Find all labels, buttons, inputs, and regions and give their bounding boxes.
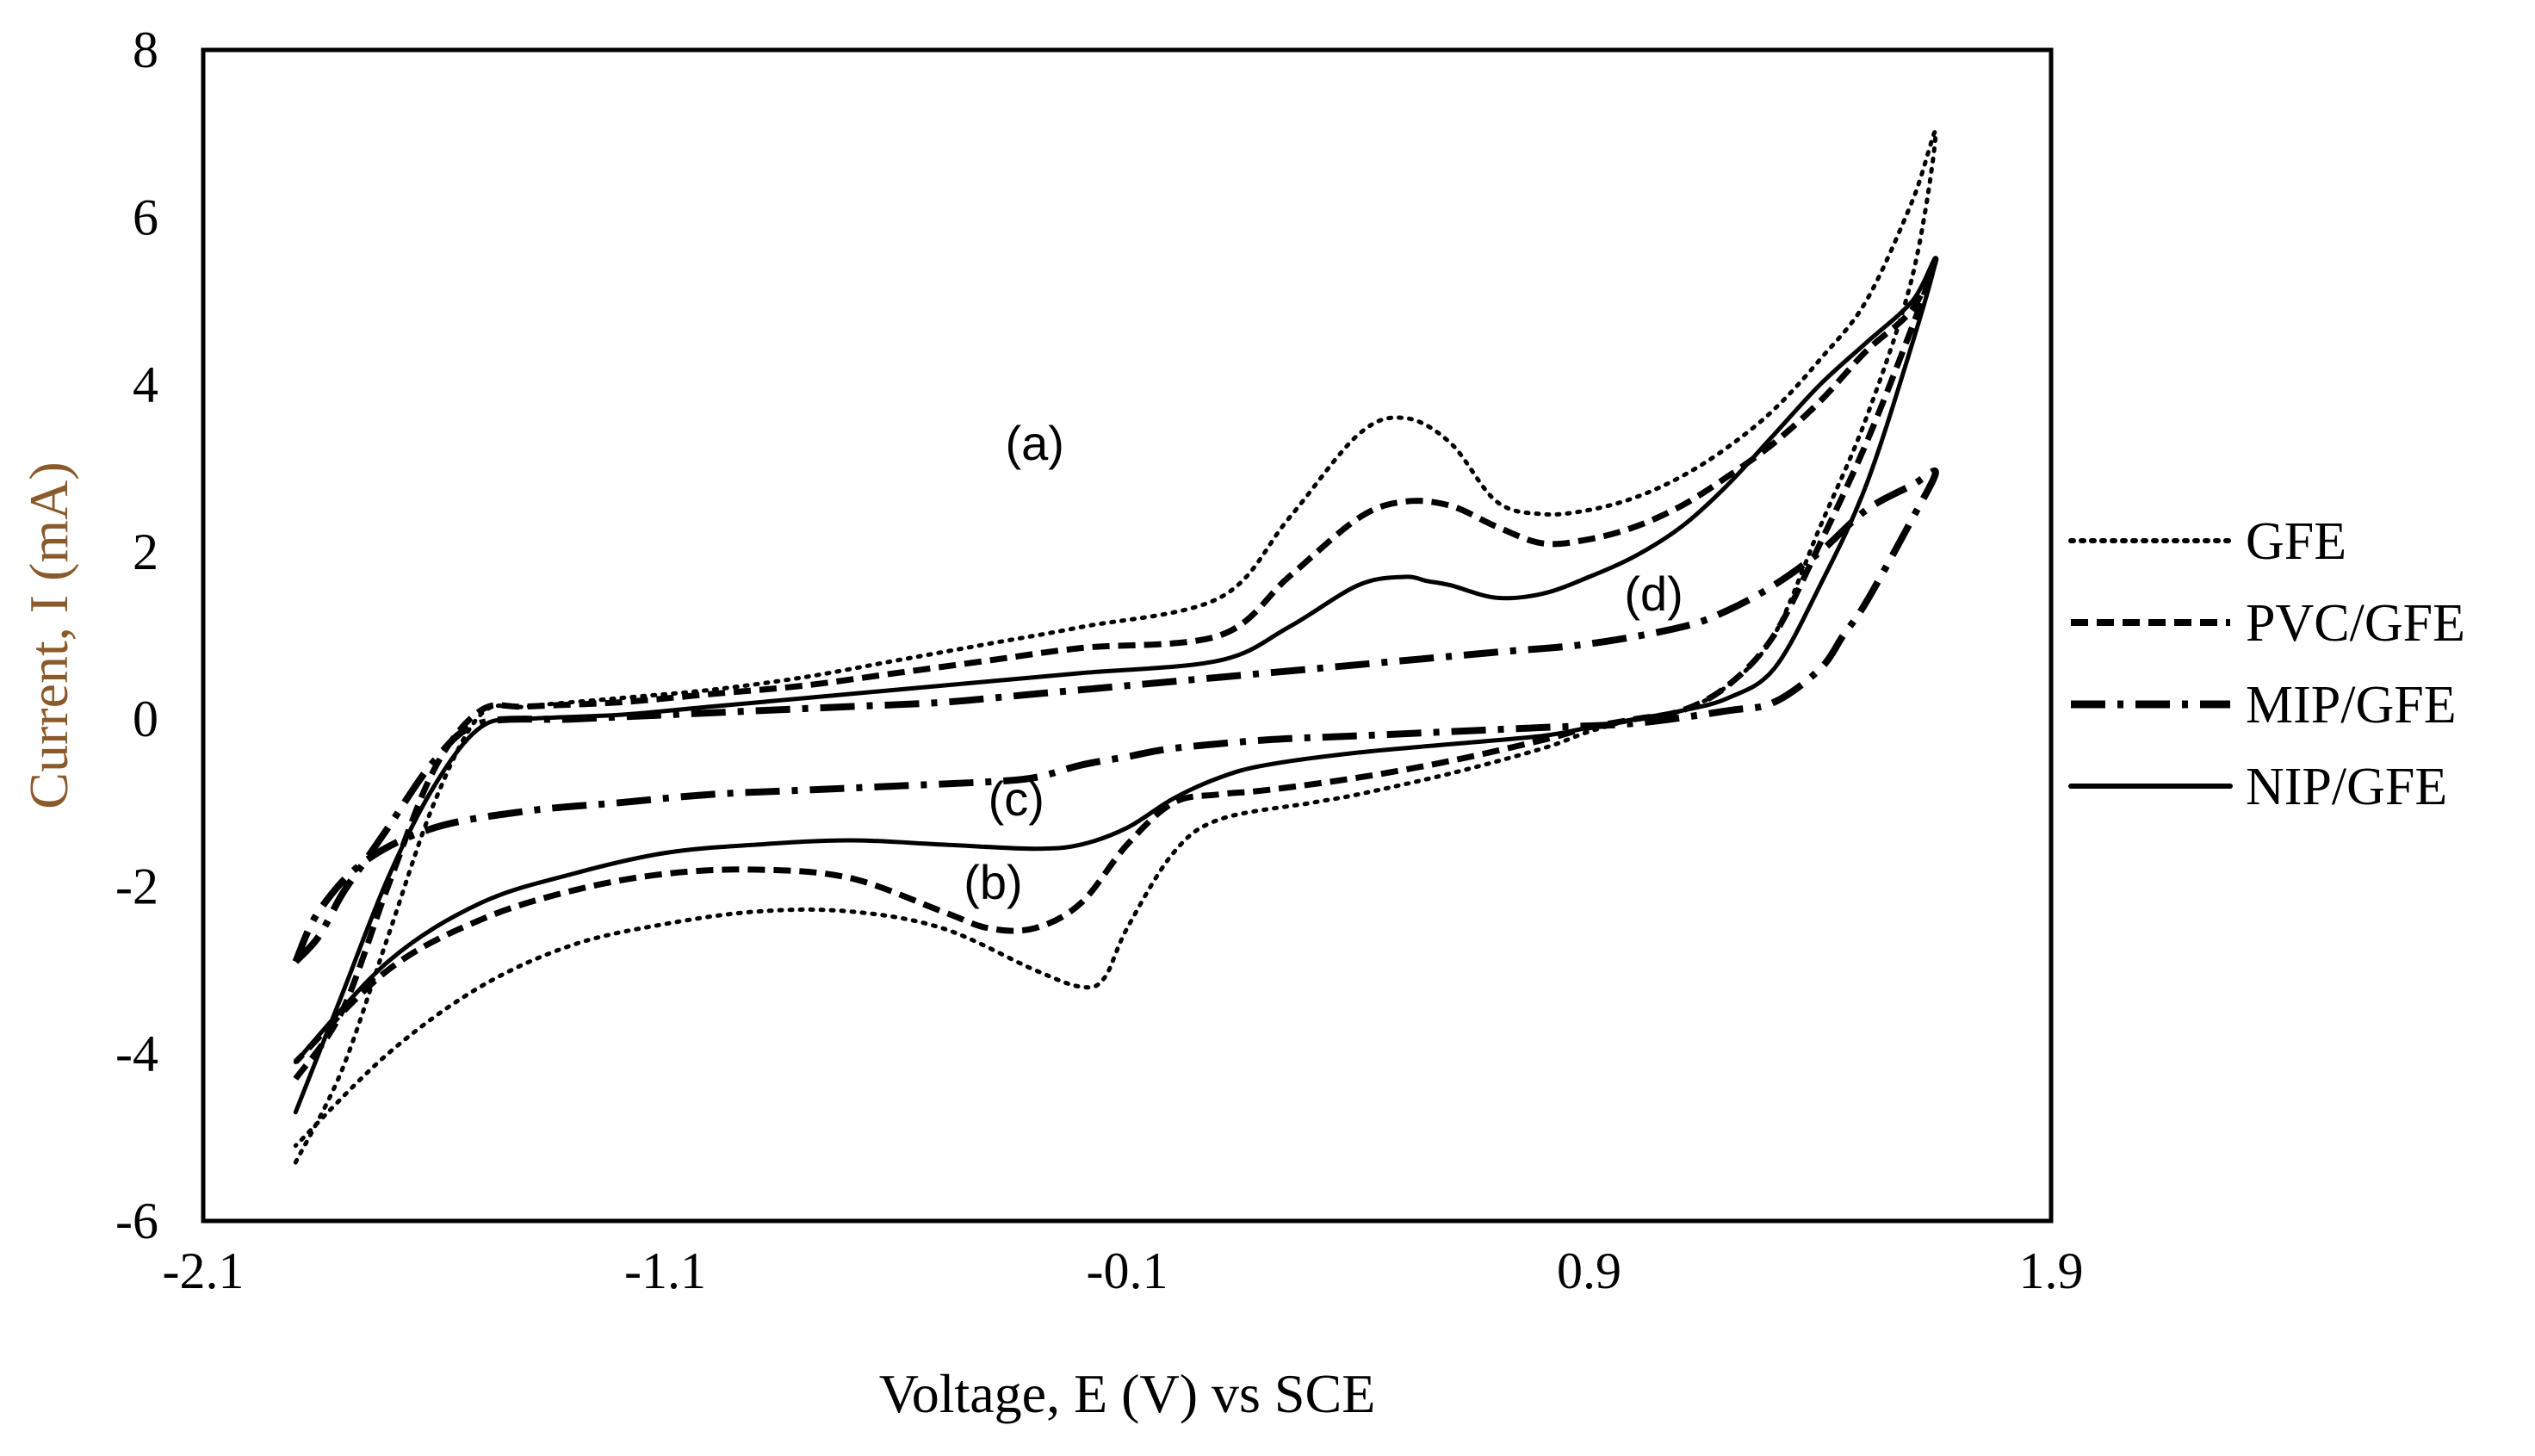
legend-label: MIP/GFE [2246, 676, 2457, 734]
series-line-gfe [293, 129, 1938, 1165]
series-line-mip-gfe [292, 468, 1939, 964]
annotation-label: (c) [989, 771, 1044, 826]
x-tick-label: -2.1 [163, 1242, 245, 1299]
series-layer [292, 129, 1939, 1165]
annotation-label: (b) [964, 855, 1022, 909]
y-tick-label: 0 [133, 691, 158, 747]
y-tick-label: 4 [133, 356, 158, 413]
y-tick-label: -2 [115, 858, 158, 914]
legend-label: GFE [2246, 512, 2346, 571]
y-tick-label: -4 [115, 1025, 158, 1082]
legend-label: PVC/GFE [2246, 594, 2465, 653]
annotations: (a) (b) (c) (d) [964, 416, 1683, 909]
annotation-label: (d) [1624, 567, 1683, 621]
y-tick-label: 6 [133, 189, 158, 245]
legend: GFE PVC/GFE MIP/GFE NIP/GFE [2068, 512, 2465, 816]
annotation-label: (a) [1005, 416, 1063, 470]
y-tick-labels: -6 -4 -2 0 2 4 6 8 [115, 22, 158, 1249]
x-tick-label: -0.1 [1087, 1242, 1168, 1299]
x-tick-label: 1.9 [2019, 1242, 2084, 1299]
series-line-nip-gfe [293, 256, 1938, 1115]
x-tick-labels: -2.1 -1.1 -0.1 0.9 1.9 [163, 1242, 2084, 1299]
legend-label: NIP/GFE [2246, 758, 2447, 816]
x-tick-label: 0.9 [1557, 1242, 1621, 1299]
x-axis-title: Voltage, E (V) vs SCE [879, 1363, 1376, 1424]
plot-area-frame [201, 47, 2054, 1224]
x-tick-label: -1.1 [624, 1242, 706, 1299]
y-axis-title: Current, I (mA) [18, 462, 79, 809]
y-tick-label: -6 [115, 1193, 158, 1249]
y-tick-label: 2 [133, 524, 158, 580]
y-tick-label: 8 [133, 22, 158, 78]
